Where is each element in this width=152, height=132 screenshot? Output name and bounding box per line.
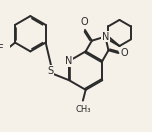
Text: O: O — [121, 48, 129, 58]
Text: O: O — [80, 16, 88, 27]
Text: CH₃: CH₃ — [76, 105, 91, 114]
Text: N: N — [65, 56, 73, 66]
Text: F: F — [0, 44, 3, 55]
Text: N: N — [102, 32, 109, 42]
Text: S: S — [47, 66, 53, 76]
